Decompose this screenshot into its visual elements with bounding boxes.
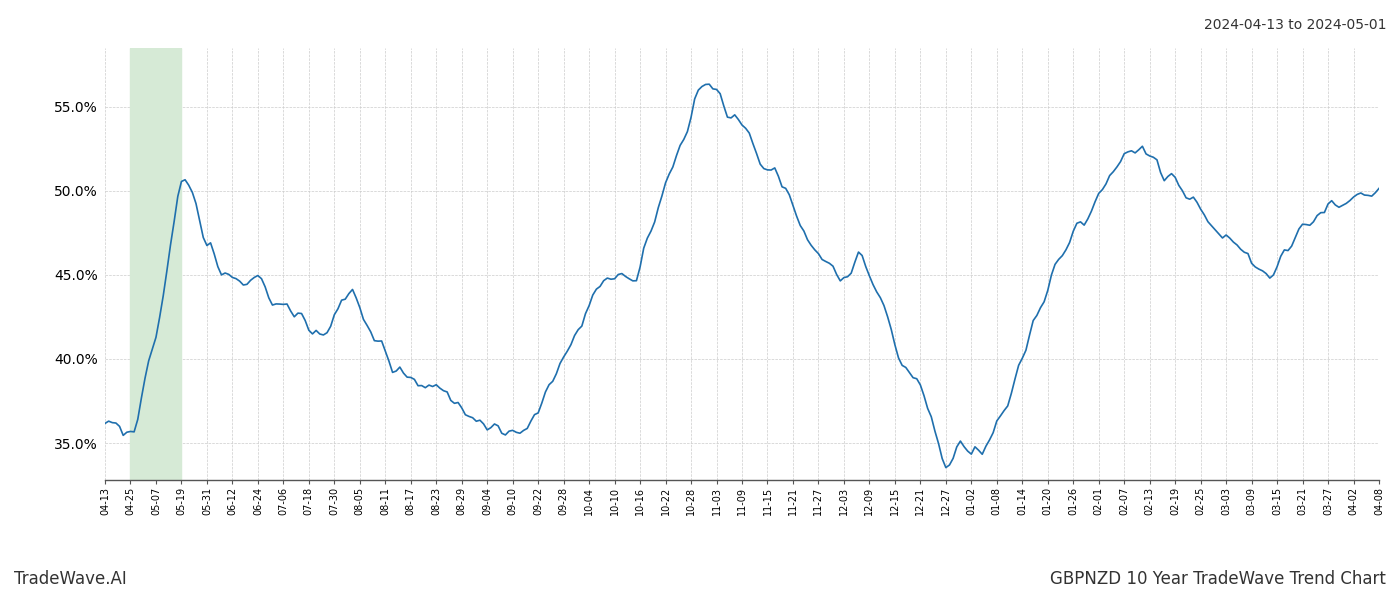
Text: GBPNZD 10 Year TradeWave Trend Chart: GBPNZD 10 Year TradeWave Trend Chart	[1050, 570, 1386, 588]
Bar	[130, 48, 182, 480]
Text: TradeWave.AI: TradeWave.AI	[14, 570, 127, 588]
Text: 2024-04-13 to 2024-05-01: 2024-04-13 to 2024-05-01	[1204, 18, 1386, 32]
